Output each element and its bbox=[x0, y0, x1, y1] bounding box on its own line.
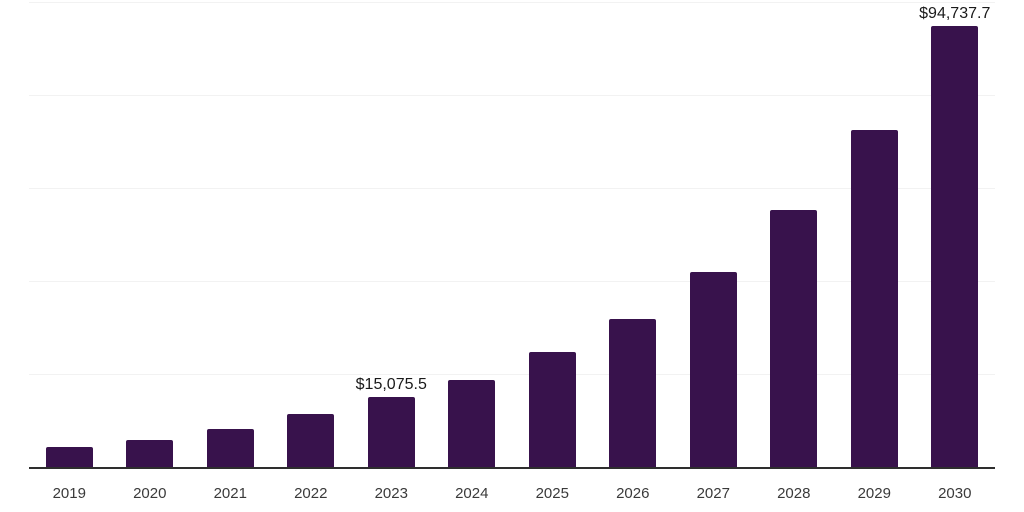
x-tick-label-2024: 2024 bbox=[455, 485, 489, 502]
bar-2028[interactable] bbox=[770, 210, 817, 468]
bar-2029[interactable] bbox=[851, 130, 898, 468]
bar-2026[interactable] bbox=[609, 319, 656, 468]
bar-2019[interactable] bbox=[46, 447, 93, 468]
gridline bbox=[29, 374, 995, 375]
bar-2027[interactable] bbox=[690, 272, 737, 468]
x-tick-label-2021: 2021 bbox=[213, 485, 247, 502]
x-tick-label-2027: 2027 bbox=[696, 485, 730, 502]
bar-2025[interactable] bbox=[529, 352, 576, 468]
x-tick-label-2030: 2030 bbox=[938, 485, 972, 502]
x-tick-label-2022: 2022 bbox=[294, 485, 328, 502]
bar-2021[interactable] bbox=[207, 429, 254, 468]
gridline bbox=[29, 95, 995, 96]
bar-2023[interactable] bbox=[368, 397, 415, 468]
bar-2020[interactable] bbox=[126, 440, 173, 468]
gridline bbox=[29, 188, 995, 189]
x-tick-label-2020: 2020 bbox=[133, 485, 167, 502]
x-tick-label-2025: 2025 bbox=[535, 485, 569, 502]
bar-2030[interactable] bbox=[931, 26, 978, 468]
x-tick-label-2026: 2026 bbox=[616, 485, 650, 502]
x-tick-label-2019: 2019 bbox=[52, 485, 86, 502]
gridline bbox=[29, 2, 995, 3]
bar-2022[interactable] bbox=[287, 414, 334, 468]
bar-2024[interactable] bbox=[448, 380, 495, 468]
data-label-2023: $15,075.5 bbox=[355, 376, 427, 393]
x-tick-label-2029: 2029 bbox=[857, 485, 891, 502]
gridline bbox=[29, 281, 995, 282]
x-axis-line bbox=[29, 467, 995, 469]
x-tick-label-2028: 2028 bbox=[777, 485, 811, 502]
data-label-2030: $94,737.7 bbox=[919, 5, 991, 22]
x-tick-label-2023: 2023 bbox=[374, 485, 408, 502]
